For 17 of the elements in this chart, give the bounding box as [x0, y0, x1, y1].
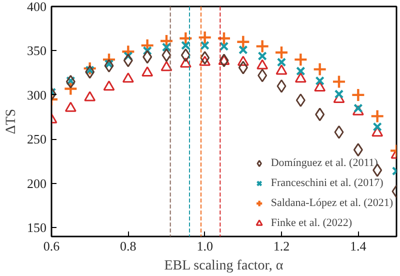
x-tick-label: 1.0 [196, 238, 213, 254]
y-tick-label: 400 [27, 0, 46, 14]
y-axis-title: ΔTS [4, 108, 19, 134]
x-tick-label: 0.8 [120, 238, 136, 254]
x-tick-label: 1.2 [273, 238, 290, 254]
legend-label: Saldana-López et al. (2021) [270, 197, 393, 209]
x-tick-label: 0.6 [43, 238, 60, 254]
legend-label: Franceschini et al. (2017) [270, 177, 384, 189]
y-tick-label: 200 [27, 176, 46, 191]
legend-label: Finke et al. (2022) [270, 217, 352, 229]
x-axis-title: EBL scaling factor, α [164, 258, 284, 274]
x-tick-label: 1.4 [350, 238, 367, 254]
y-tick-label: 350 [27, 43, 46, 58]
y-tick-label: 150 [27, 220, 46, 236]
legend-label: Domínguez et al. (2011) [270, 157, 378, 169]
y-tick-label: 300 [27, 87, 46, 102]
y-tick-label: 250 [27, 132, 46, 147]
